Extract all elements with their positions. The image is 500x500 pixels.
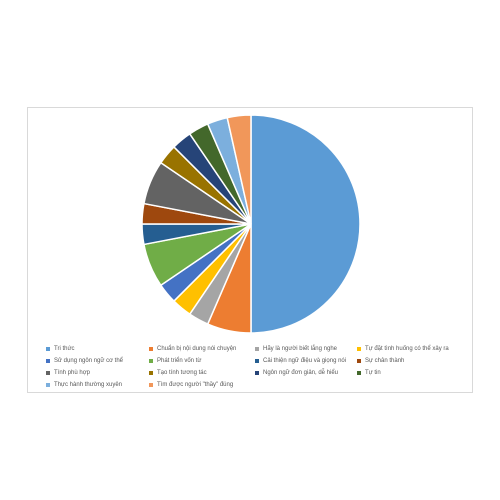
legend-item-5: Sử dụng ngôn ngữ cơ thể [46, 356, 149, 366]
legend-item-11: Ngôn ngữ đơn giản, dễ hiểu [255, 368, 357, 378]
legend-swatch [149, 359, 153, 363]
legend-swatch [46, 347, 50, 351]
legend-swatch [46, 383, 50, 387]
chart-legend: Tri thức Chuẩn bị nội dung nói chuyện Hãy … [46, 344, 466, 390]
legend-swatch [149, 347, 153, 351]
legend-item-12: Tự tin [357, 368, 466, 378]
legend-label: Chuẩn bị nội dung nói chuyện [157, 346, 237, 352]
legend-label: Tạo tính tương tác [157, 370, 207, 376]
legend-item-3: Hãy là người biết lắng nghe [255, 344, 357, 354]
chart-area: Tri thức Chuẩn bị nội dung nói chuyện Hãy … [27, 107, 473, 393]
legend-label: Sự chân thành [365, 358, 405, 364]
legend-item-4: Tự đặt tình huống có thể xảy ra [357, 344, 466, 354]
legend-swatch [255, 347, 259, 351]
legend-swatch [255, 359, 259, 363]
legend-label: Tri thức [54, 346, 75, 352]
legend-swatch [357, 347, 361, 351]
legend-swatch [255, 371, 259, 375]
legend-item-8: Sự chân thành [357, 356, 466, 366]
legend-label: Cải thiện ngữ điệu và giọng nói [263, 358, 347, 364]
legend-label: Hãy là người biết lắng nghe [263, 346, 337, 352]
legend-label: Sử dụng ngôn ngữ cơ thể [54, 358, 124, 364]
pie-chart [141, 114, 361, 334]
pie-slice-1 [250, 114, 361, 334]
legend-item-13: Thực hành thường xuyên [46, 380, 149, 390]
legend-swatch [149, 383, 153, 387]
legend-item-10: Tạo tính tương tác [149, 368, 255, 378]
legend-label: Phát triển vốn từ [157, 358, 202, 364]
legend-item-1: Tri thức [46, 344, 149, 354]
legend-swatch [357, 359, 361, 363]
legend-swatch [46, 371, 50, 375]
legend-item-6: Phát triển vốn từ [149, 356, 255, 366]
legend-label: Tìm được người "thầy" đúng [157, 382, 234, 388]
legend-item-9: Tính phù hợp [46, 368, 149, 378]
legend-label: Tính phù hợp [54, 370, 90, 376]
legend-item-7: Cải thiện ngữ điệu và giọng nói [255, 356, 357, 366]
legend-swatch [149, 371, 153, 375]
legend-label: Tự tin [365, 370, 381, 376]
legend-label: Tự đặt tình huống có thể xảy ra [365, 346, 449, 352]
legend-label: Ngôn ngữ đơn giản, dễ hiểu [263, 370, 339, 376]
legend-swatch [357, 371, 361, 375]
legend-item-14: Tìm được người "thầy" đúng [149, 380, 255, 390]
legend-label: Thực hành thường xuyên [54, 382, 123, 388]
legend-item-2: Chuẩn bị nội dung nói chuyện [149, 344, 255, 354]
legend-swatch [46, 359, 50, 363]
pie-slice-14 [226, 114, 252, 225]
